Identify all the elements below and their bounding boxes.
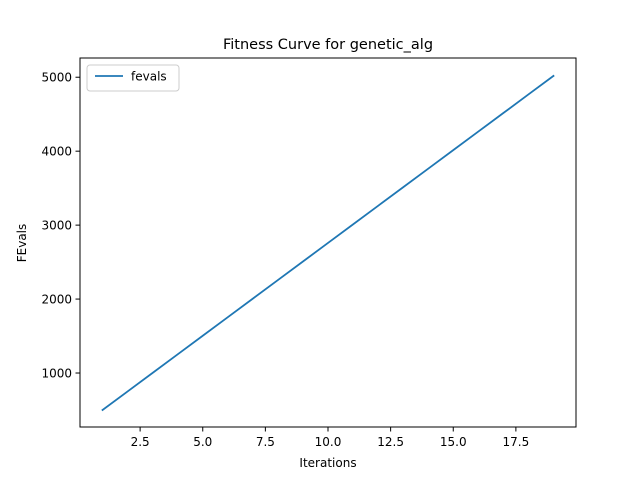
x-axis-label: Iterations <box>299 456 356 470</box>
y-tick-label: 3000 <box>41 219 72 233</box>
legend: fevals <box>86 64 180 92</box>
x-tick-label: 17.5 <box>503 435 530 449</box>
x-tick-label: 5.0 <box>193 435 212 449</box>
x-tick-label: 2.5 <box>131 435 150 449</box>
series-line-fevals <box>101 74 555 412</box>
legend-label-fevals: fevals <box>131 70 167 84</box>
y-axis-label: FEvals <box>15 224 29 263</box>
x-tick-label: 15.0 <box>440 435 467 449</box>
x-tick-label: 7.5 <box>256 435 275 449</box>
x-tick-label: 12.5 <box>377 435 404 449</box>
y-axis-ticks: 1000 2000 3000 4000 5000 <box>41 71 80 381</box>
x-tick-label: 10.0 <box>315 435 342 449</box>
data-layer <box>101 74 555 412</box>
y-tick-label: 1000 <box>41 367 72 381</box>
plot-frame <box>79 57 577 428</box>
y-tick-label: 5000 <box>41 71 72 85</box>
y-tick-label: 2000 <box>41 293 72 307</box>
y-tick-label: 4000 <box>41 145 72 159</box>
legend-box <box>86 64 180 92</box>
chart-title: Fitness Curve for genetic_alg <box>223 37 433 53</box>
x-axis-ticks: 2.5 5.0 7.5 10.0 12.5 15.0 17.5 <box>131 427 530 449</box>
